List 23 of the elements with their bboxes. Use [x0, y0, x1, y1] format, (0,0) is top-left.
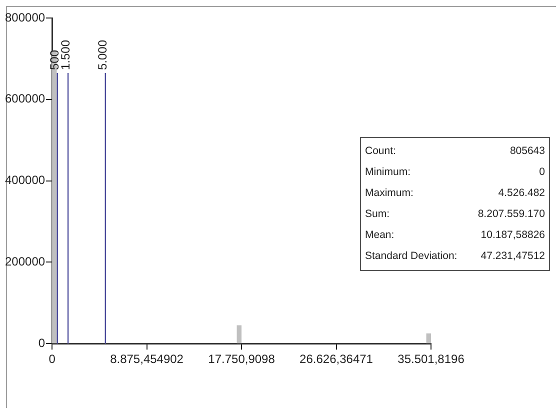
annotation: Mean:: [365, 228, 394, 243]
ref-line-label: 5.000: [96, 40, 110, 70]
y-tick-label: 200000: [4, 254, 46, 269]
annotation: Sum:: [365, 207, 390, 222]
annotation: Count:: [365, 144, 396, 159]
y-tick-label: 600000: [4, 92, 46, 106]
y-tick-label: 400000: [4, 173, 46, 188]
text: 4.526.482: [498, 186, 545, 201]
annotation: Maximum:: [365, 186, 414, 201]
text: 0: [539, 165, 545, 180]
x-tick-label: 35.501,8196: [398, 352, 465, 366]
text: 47.231,47512: [480, 249, 545, 264]
text: 805643: [510, 144, 545, 159]
text: 10.187,58826: [480, 228, 545, 243]
y-tick-label: 800000: [4, 10, 46, 24]
text: 8.207.559.170: [478, 207, 545, 222]
x-tick-label: 17.750,9098: [208, 352, 276, 366]
y-tick-label: 0: [38, 336, 46, 350]
x-tick-label: 8.875,454902: [110, 352, 184, 366]
x-tick-label: 26.626,36471: [300, 352, 374, 366]
x-tick-label: 0: [48, 352, 56, 366]
annotation: Minimum:: [365, 165, 411, 180]
annotation: Standard Deviation:: [365, 249, 458, 264]
